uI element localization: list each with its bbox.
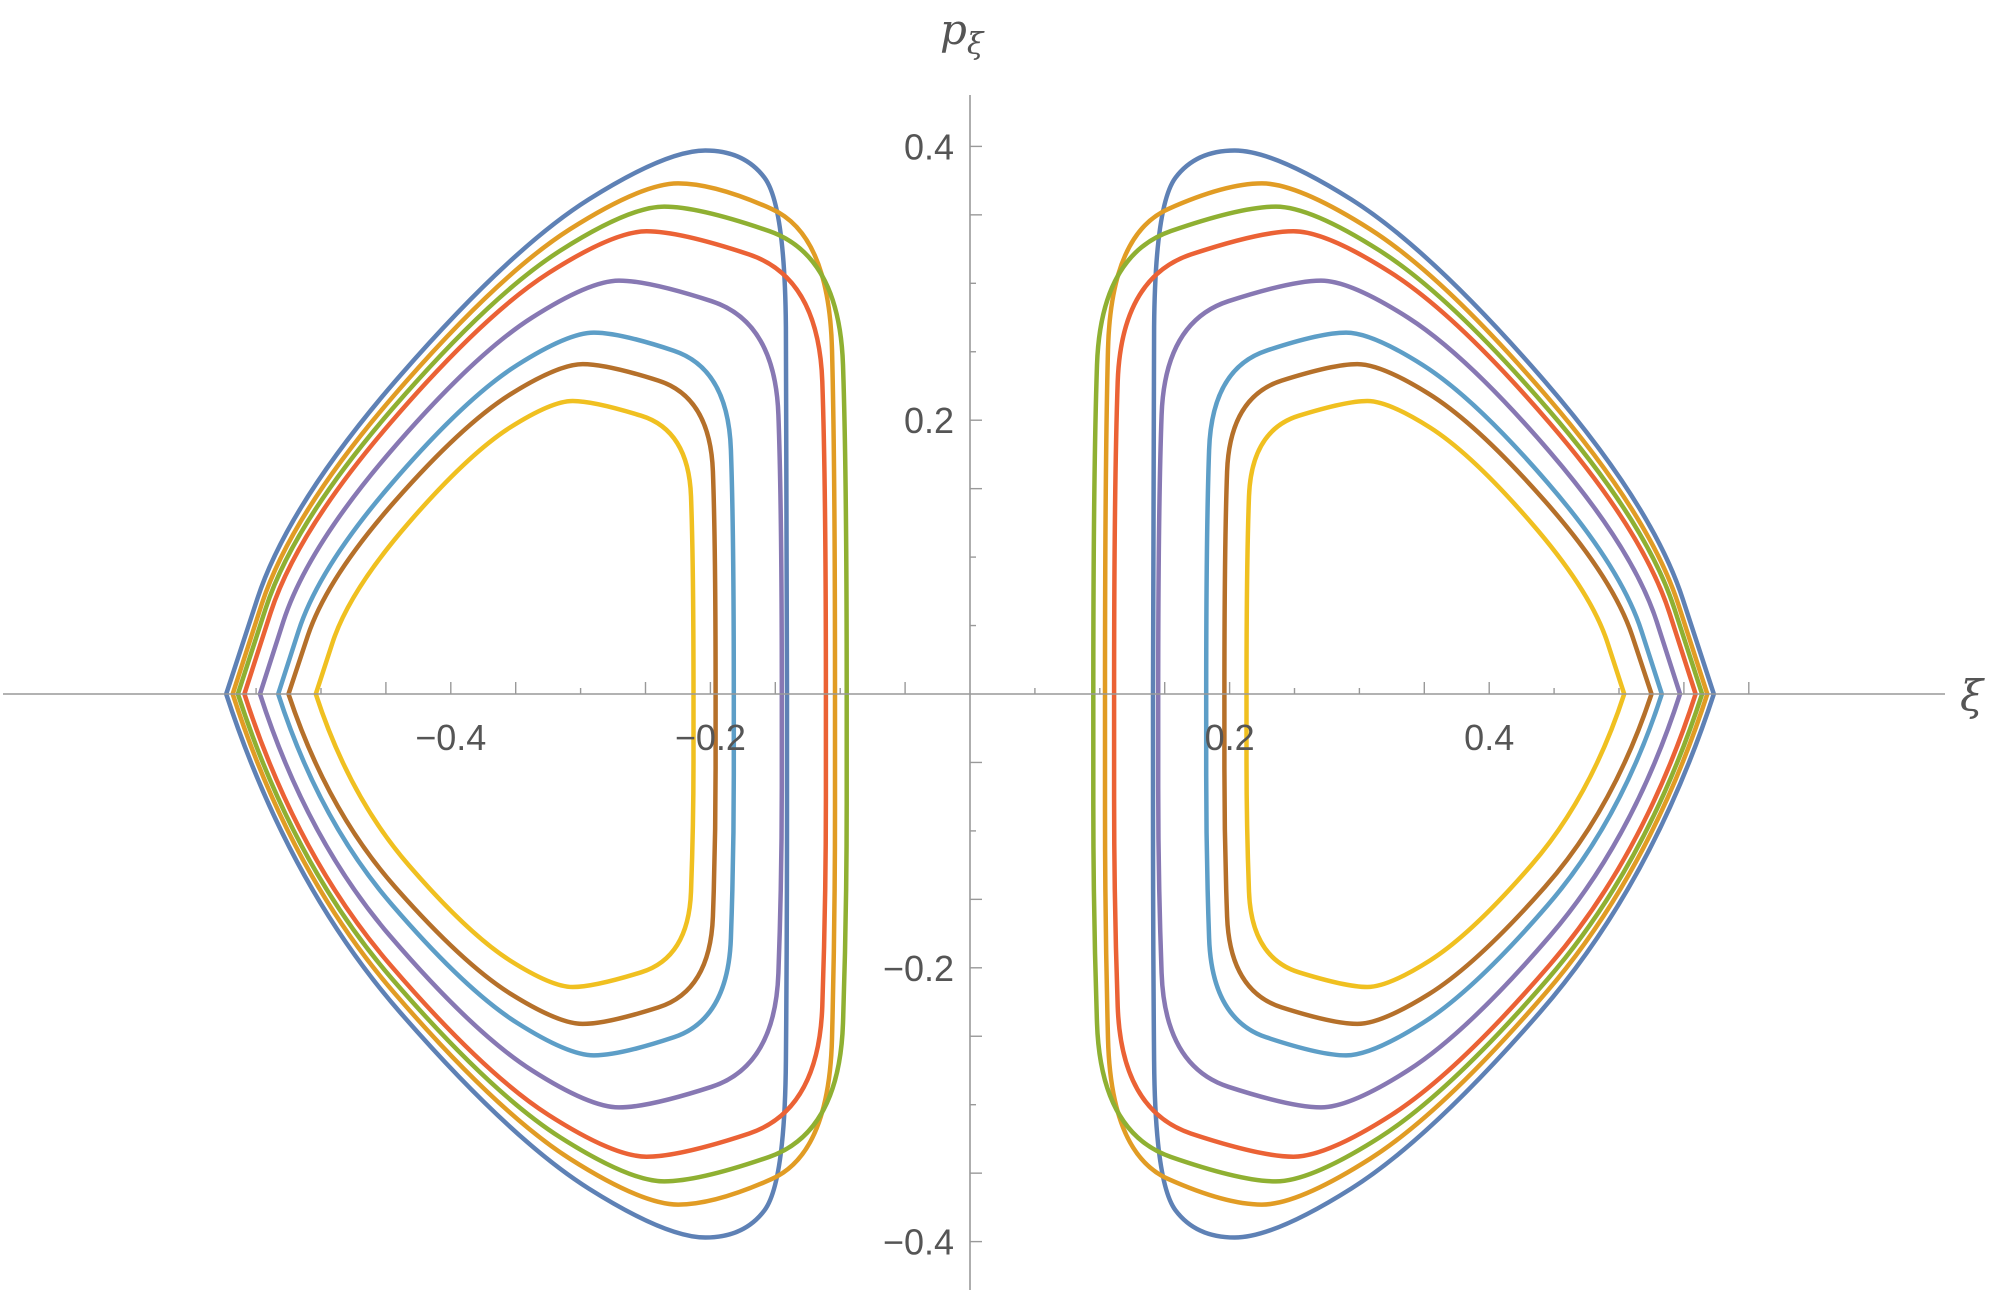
orbit-left-6 [275,330,737,1058]
y-tick-label: 0.2 [904,400,954,441]
orbit-right-6 [1203,330,1665,1058]
y-tick-label: 0.4 [904,126,954,167]
orbit-right-1 [1150,148,1717,1240]
orbit-left-3 [235,204,849,1184]
tick-marks [255,145,1750,1243]
x-axis-label: ξ [1960,671,1985,720]
orbit-left-8 [313,398,696,990]
orbit-right-5 [1155,278,1683,1110]
y-tick-label: −0.4 [883,1222,954,1263]
orbit-left-5 [257,278,785,1110]
x-tick-label: −0.4 [415,717,486,758]
x-tick-label: 0.4 [1464,717,1514,758]
orbit-left-4 [242,229,829,1159]
y-axis-label-subscript: ξ [967,27,985,62]
y-tick-label: −0.2 [883,948,954,989]
orbit-right-3 [1091,204,1705,1184]
y-axis-label: pξ [940,5,985,62]
y-axis-label-main: p [940,5,967,54]
x-tick-label: 0.2 [1205,717,1255,758]
orbit-right-4 [1111,229,1698,1159]
orbit-right-8 [1244,398,1627,990]
axes: −0.4 −0.2 0.2 0.40.40.2−0.2−0.4 ξ pξ [3,5,1985,1290]
tick-labels: −0.4 −0.2 0.2 0.4 0.4 0.2 −0.2 −0.4 [415,126,1514,1262]
x-tick-label: −0.2 [675,717,746,758]
orbit-left-1 [223,148,790,1240]
